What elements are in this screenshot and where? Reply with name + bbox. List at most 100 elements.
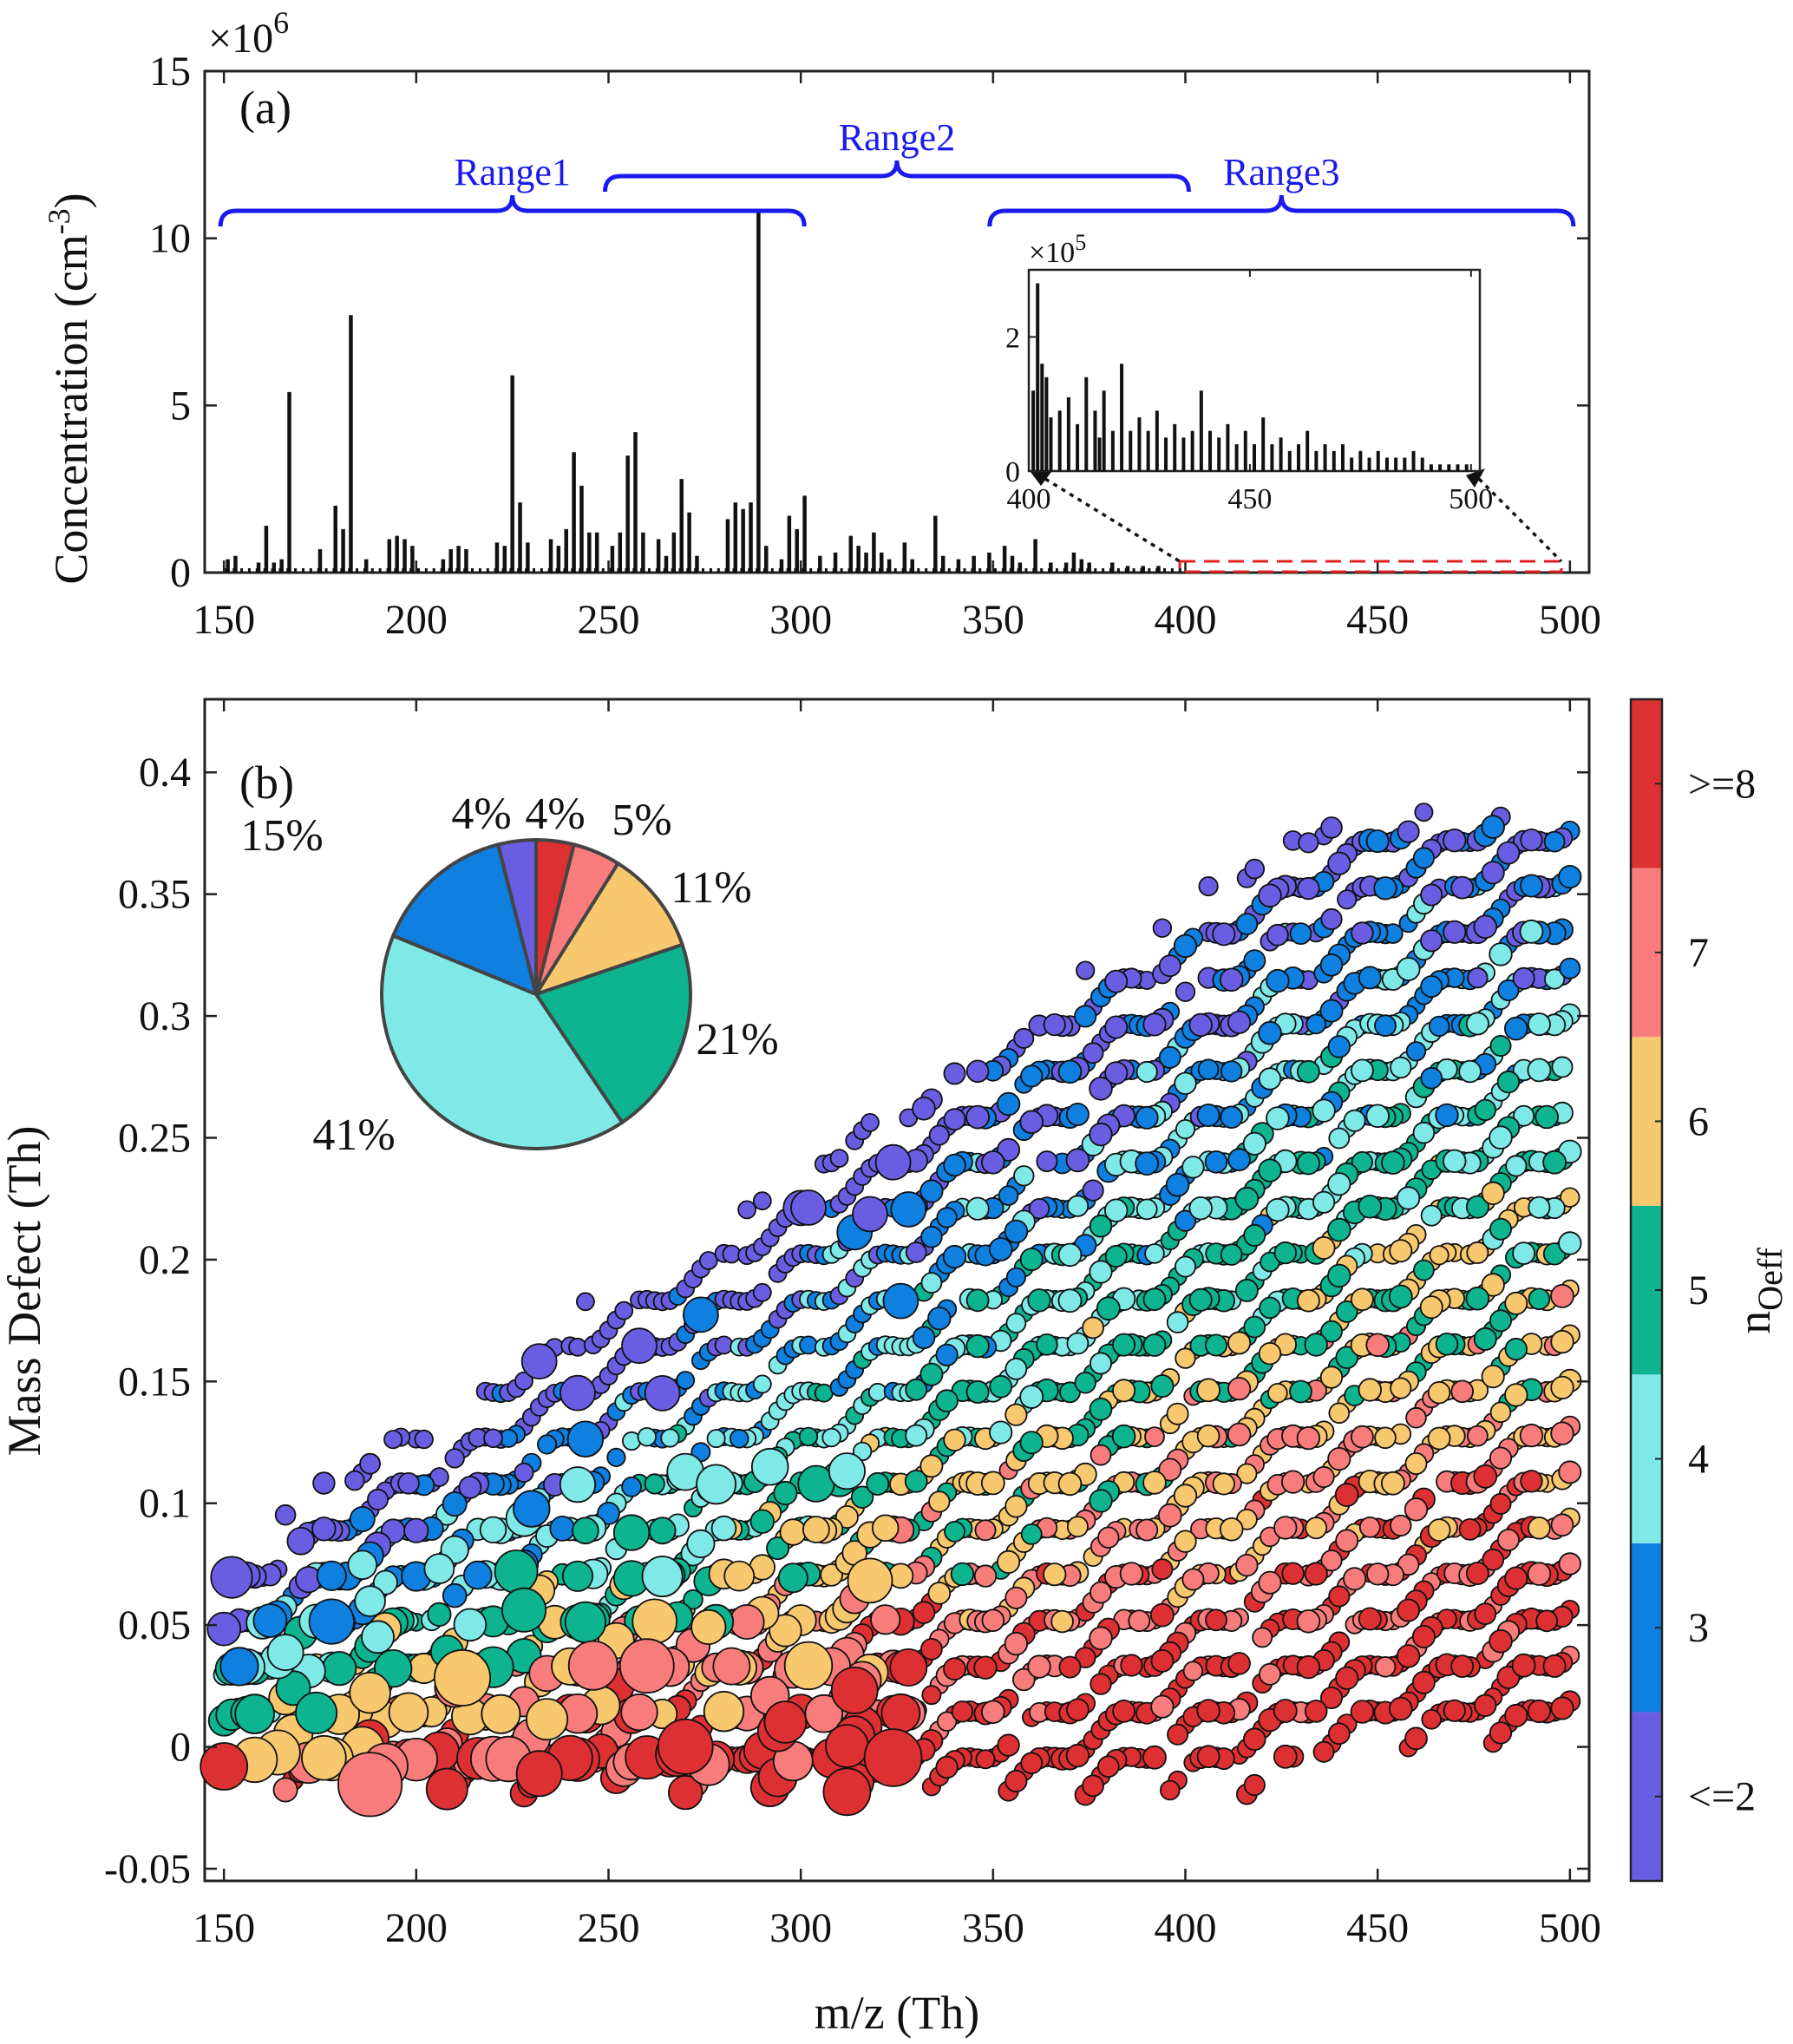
y-tick-label: 15 (149, 49, 191, 95)
scatter-point (1196, 1699, 1220, 1723)
scatter-point (1019, 1110, 1044, 1134)
scatter-point (943, 1153, 966, 1177)
scatter-point (1381, 1150, 1405, 1175)
scatter-point (889, 1648, 928, 1687)
scatter-point (686, 1529, 716, 1559)
scatter-point (1181, 1568, 1205, 1591)
scatter-point (272, 1777, 298, 1803)
scatter-point (1328, 1585, 1351, 1608)
scatter-point (1175, 1347, 1196, 1369)
scatter-point (1473, 1464, 1498, 1489)
scatter-point (1266, 923, 1289, 947)
scatter-point (1489, 1629, 1513, 1654)
scatter-point (1374, 1014, 1397, 1038)
scatter-point (1097, 1526, 1120, 1549)
scatter-point (1019, 1385, 1044, 1409)
scatter-point (1343, 1567, 1367, 1591)
scatter-point (657, 1718, 714, 1775)
scatter-point (1266, 1106, 1290, 1130)
scatter-point (614, 1300, 634, 1320)
y-tick-label: 0 (170, 1725, 191, 1771)
scatter-point (1142, 1745, 1167, 1770)
scatter-point (1212, 922, 1236, 947)
scatter-point (1511, 1653, 1536, 1678)
scatter-point (1220, 1243, 1243, 1266)
scatter-point (1258, 1570, 1282, 1595)
scatter-point (383, 1430, 403, 1450)
scatter-point (790, 1189, 827, 1226)
scatter-point (1327, 1217, 1351, 1242)
inset-x-tick-label: 450 (1227, 483, 1272, 515)
scatter-point (737, 1200, 756, 1220)
scatter-point (1520, 874, 1544, 898)
scatter-point (1188, 1012, 1213, 1038)
scatter-point (706, 1429, 726, 1449)
pie-chart: 4% 5%11% 21% 41% 15% 4% (240, 789, 778, 1160)
x-tick-label: 350 (962, 597, 1024, 643)
scatter-point (1112, 1333, 1136, 1357)
scatter-point (1328, 1127, 1351, 1150)
scatter-point (1365, 1333, 1390, 1358)
scatter-point (1104, 1245, 1128, 1268)
range-label: Range2 (839, 116, 955, 159)
scatter-point (1474, 1694, 1497, 1718)
scatter-point (729, 1604, 765, 1641)
scatter-point (965, 1333, 990, 1359)
inset-y-tick-label: 0 (1005, 456, 1020, 488)
inset-ticks: 400 450 500 0 2 (1005, 270, 1493, 515)
scatter-point (1175, 981, 1196, 1002)
scatter-point (637, 1426, 658, 1447)
scatter-point (935, 1389, 959, 1412)
scatter-point (1227, 1148, 1251, 1172)
scatter-point (1142, 1012, 1167, 1037)
scatter-point (1312, 1465, 1335, 1489)
scatter-point (1427, 1426, 1451, 1451)
panel-a-label: (a) (239, 82, 291, 134)
scatter-point (1227, 1652, 1251, 1675)
scatter-point (874, 1143, 912, 1181)
scatter-point (1188, 1287, 1213, 1312)
scatter-point (1365, 829, 1390, 854)
scatter-point (1389, 1239, 1413, 1263)
scatter-point (641, 1556, 684, 1598)
scatter-point (1489, 1401, 1512, 1424)
scatter-point (766, 1536, 790, 1561)
scatter-point (1405, 1406, 1427, 1429)
scatter-point (572, 1517, 599, 1545)
scatter-point (1112, 1379, 1136, 1403)
scatter-point (683, 1296, 719, 1333)
scatter-point (1481, 1181, 1505, 1206)
scatter-point (1196, 1378, 1220, 1403)
scatter-point (799, 1335, 818, 1355)
scatter-point (783, 1641, 834, 1691)
scatter-point (1058, 1655, 1082, 1679)
colorbar-label: 5 (1688, 1268, 1709, 1314)
scatter-point (219, 1647, 259, 1687)
scatter-point (462, 1560, 493, 1590)
scatter-point (433, 1648, 491, 1707)
scatter-point (777, 1562, 808, 1594)
scatter-point (1142, 1471, 1167, 1495)
scatter-point (1227, 1422, 1252, 1447)
scatter-point (349, 1671, 391, 1714)
scatter-point (388, 1692, 429, 1733)
scatter-point (1465, 1012, 1489, 1036)
scatter-point (905, 1241, 927, 1263)
scatter-point (1420, 975, 1443, 999)
scatter-point (1312, 1190, 1336, 1214)
scatter-point (1166, 1311, 1189, 1333)
scatter-point (1558, 864, 1582, 889)
x-tick-label: 500 (1539, 1905, 1601, 1951)
scatter-point (1304, 1700, 1328, 1723)
scatter-point (1482, 1548, 1505, 1571)
scatter-point (1036, 1150, 1058, 1173)
scatter-point (1144, 1243, 1165, 1264)
scatter-point (354, 1585, 386, 1617)
scatter-point (1412, 1121, 1436, 1144)
scatter-point (644, 1473, 665, 1495)
scatter-point (1065, 1743, 1090, 1768)
x-tick-label: 250 (578, 597, 640, 643)
scatter-points (200, 803, 1582, 1818)
scatter-point (1373, 876, 1397, 901)
scatter-point (1550, 1513, 1574, 1537)
